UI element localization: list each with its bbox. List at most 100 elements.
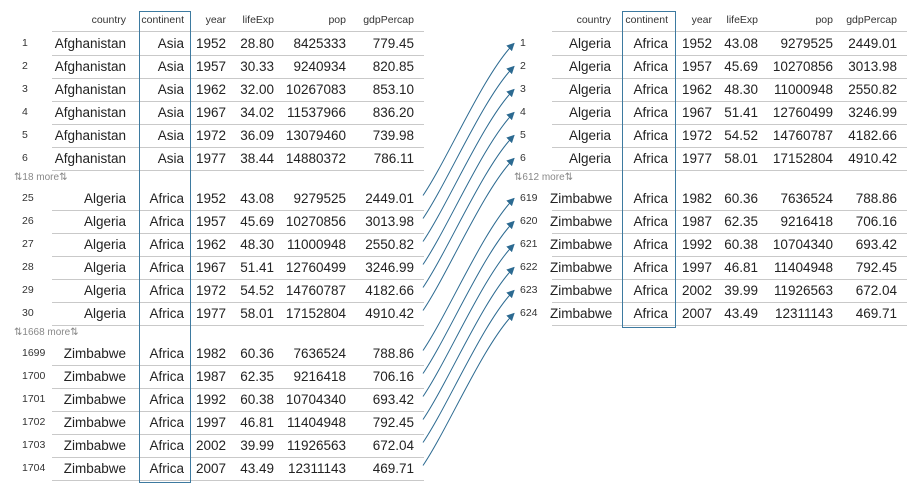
column-header-continent: continent <box>625 14 668 26</box>
row-rule <box>552 170 907 171</box>
cell-country: Zimbabwe <box>550 260 613 275</box>
row-rule <box>52 457 424 458</box>
row-rule <box>52 124 424 125</box>
row-rule <box>52 147 424 148</box>
cell-continent: Africa <box>633 260 668 275</box>
table-row: 4 Afghanistan Asia 1967 34.02 11537966 836.20 <box>12 101 424 124</box>
row-rule <box>552 101 907 102</box>
cell-gdpPercap: 3246.99 <box>848 105 897 120</box>
cell-country: Algeria <box>568 105 611 120</box>
cell-lifeExp: 62.35 <box>724 214 758 229</box>
table-row: 1704 Zimbabwe Africa 2007 43.49 12311143 469.7… <box>12 457 424 480</box>
cell-country: Algeria <box>568 59 611 74</box>
cell-lifeExp: 54.52 <box>240 283 274 298</box>
row-number: 1 <box>22 37 28 49</box>
cell-lifeExp: 38.44 <box>240 151 274 166</box>
table-row: 5 Afghanistan Asia 1972 36.09 13079460 739.98 <box>12 124 424 147</box>
cell-pop: 11000948 <box>286 237 346 252</box>
table-row: 5 Algeria Africa 1972 54.52 14760787 4182.66 <box>512 124 907 147</box>
row-number: 3 <box>520 83 526 95</box>
row-number: 619 <box>520 192 538 204</box>
mapping-arrow <box>422 111 515 265</box>
cell-year: 1957 <box>681 59 712 74</box>
row-number: 6 <box>520 152 526 164</box>
cell-country: Afghanistan <box>54 128 126 143</box>
cell-lifeExp: 62.35 <box>240 369 274 384</box>
cell-lifeExp: 51.41 <box>724 105 758 120</box>
cell-continent: Asia <box>157 128 184 143</box>
cell-continent: Africa <box>633 105 668 120</box>
cell-country: Zimbabwe <box>550 237 613 252</box>
cell-gdpPercap: 2449.01 <box>365 191 414 206</box>
cell-pop: 8425333 <box>293 36 346 51</box>
header-rule <box>52 31 424 32</box>
cell-year: 1997 <box>681 260 712 275</box>
row-rule <box>552 325 907 326</box>
cell-gdpPercap: 469.71 <box>372 461 414 476</box>
cell-pop: 10270856 <box>285 214 346 229</box>
cell-country: Afghanistan <box>54 59 126 74</box>
cell-gdpPercap: 820.85 <box>372 59 414 74</box>
cell-lifeExp: 43.49 <box>724 306 758 321</box>
cell-country: Zimbabwe <box>550 306 613 321</box>
mapping-arrow <box>422 197 515 351</box>
mapping-arrow <box>422 312 515 466</box>
cell-gdpPercap: 788.86 <box>372 346 414 361</box>
column-header-gdpPercap: gdpPercap <box>846 14 897 26</box>
row-number: 1702 <box>22 416 46 428</box>
cell-gdpPercap: 792.45 <box>372 415 414 430</box>
cell-continent: Africa <box>633 36 668 51</box>
cell-year: 1997 <box>195 415 226 430</box>
cell-year: 1982 <box>681 191 712 206</box>
row-rule <box>52 434 424 435</box>
row-rule <box>52 411 424 412</box>
cell-lifeExp: 60.38 <box>240 392 274 407</box>
cell-gdpPercap: 2449.01 <box>848 36 897 51</box>
cell-continent: Africa <box>633 237 668 252</box>
cell-lifeExp: 43.49 <box>240 461 274 476</box>
row-number: 30 <box>22 307 34 319</box>
cell-year: 1962 <box>195 237 226 252</box>
header-row: country continent year lifeExp pop gdpPercap <box>12 10 424 31</box>
cell-gdpPercap: 4910.42 <box>365 306 414 321</box>
row-number: 3 <box>22 83 28 95</box>
cell-continent: Asia <box>157 59 184 74</box>
cell-pop: 17152804 <box>772 151 833 166</box>
table-row: 25 Algeria Africa 1952 43.08 9279525 2449.01 <box>12 187 424 210</box>
cell-gdpPercap: 672.04 <box>855 283 897 298</box>
cell-gdpPercap: 672.04 <box>372 438 414 453</box>
cell-lifeExp: 48.30 <box>724 82 758 97</box>
cell-pop: 7636524 <box>780 191 833 206</box>
cell-lifeExp: 43.08 <box>724 36 758 51</box>
mapping-arrow <box>422 88 515 242</box>
cell-year: 1952 <box>681 36 712 51</box>
cell-year: 2002 <box>195 438 226 453</box>
cell-pop: 11404948 <box>773 260 833 275</box>
cell-country: Zimbabwe <box>63 369 126 384</box>
table-row: 29 Algeria Africa 1972 54.52 14760787 4182.66 <box>12 279 424 302</box>
cell-lifeExp: 45.69 <box>240 214 274 229</box>
row-rule <box>52 101 424 102</box>
cell-country: Algeria <box>83 260 126 275</box>
cell-year: 1977 <box>195 151 226 166</box>
cell-continent: Asia <box>157 105 184 120</box>
cell-lifeExp: 60.36 <box>240 346 274 361</box>
mapping-arrow <box>422 243 515 397</box>
table-row: 6 Algeria Africa 1977 58.01 17152804 4910.42 <box>512 147 907 170</box>
cell-lifeExp: 46.81 <box>240 415 274 430</box>
cell-country: Algeria <box>83 191 126 206</box>
cell-continent: Asia <box>157 151 184 166</box>
cell-year: 1952 <box>195 36 226 51</box>
cell-year: 1977 <box>195 306 226 321</box>
cell-country: Zimbabwe <box>63 415 126 430</box>
cell-pop: 10704340 <box>772 237 833 252</box>
row-number: 1699 <box>22 347 46 359</box>
table-row: 27 Algeria Africa 1962 48.30 11000948 2550.82 <box>12 233 424 256</box>
cell-continent: Africa <box>149 346 184 361</box>
cell-lifeExp: 48.30 <box>240 237 274 252</box>
row-number: 26 <box>22 215 34 227</box>
cell-continent: Africa <box>149 461 184 476</box>
row-rule <box>552 147 907 148</box>
row-number: 622 <box>520 261 538 273</box>
table-row: 1 Afghanistan Asia 1952 28.80 8425333 779.45 <box>12 32 424 55</box>
